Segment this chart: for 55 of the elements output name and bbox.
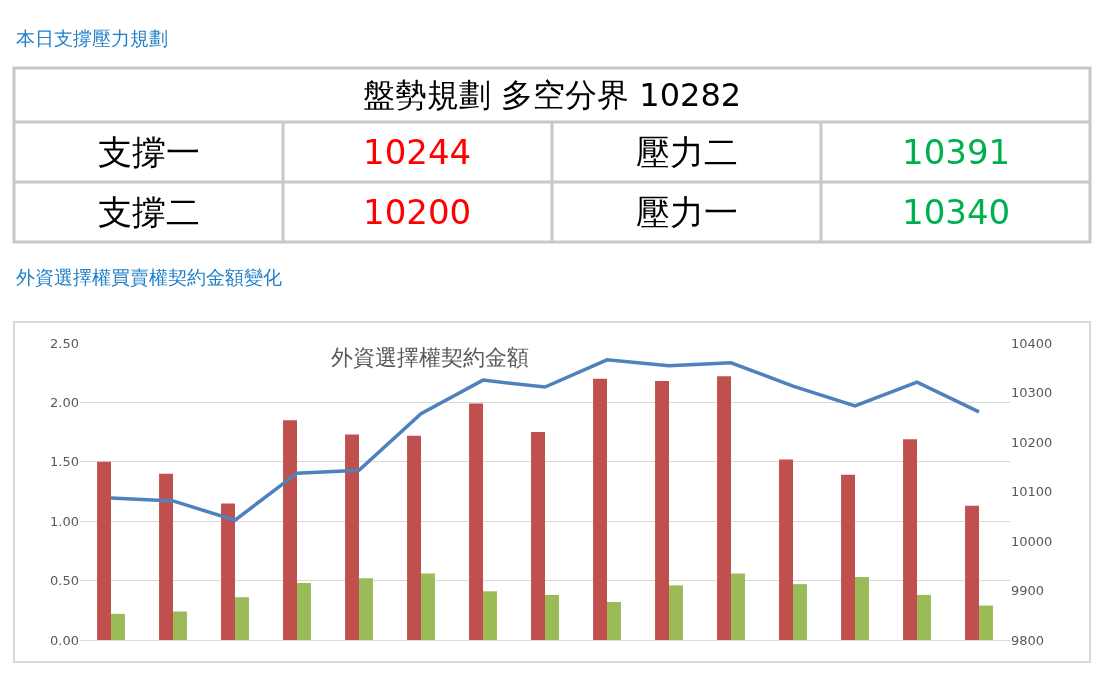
bar	[111, 613, 125, 640]
bar	[173, 611, 187, 640]
bar	[159, 473, 173, 640]
y2-tick-label: 10300	[1011, 385, 1053, 401]
y-tick-label: 0.50	[50, 573, 79, 589]
bar	[717, 376, 731, 640]
bar	[979, 605, 993, 640]
bar	[483, 591, 497, 640]
bar	[97, 461, 111, 640]
text: 10391	[902, 132, 1011, 172]
bar	[235, 597, 249, 640]
bar	[903, 439, 917, 640]
chart-title: 外資選擇權買賣權契約金額變化	[16, 266, 282, 288]
bar	[779, 459, 793, 640]
bar	[407, 435, 421, 640]
bar	[531, 432, 545, 640]
y-tick-label: 2.00	[50, 394, 79, 410]
bar	[669, 585, 683, 640]
y2-tick-label: 10100	[1011, 484, 1053, 500]
bar	[965, 505, 979, 640]
y-tick-label: 1.50	[50, 454, 79, 470]
text: 本日支撐壓力規劃	[16, 27, 168, 49]
bar	[841, 474, 855, 640]
text: 10244	[363, 132, 472, 172]
text: 壓力一	[636, 192, 738, 232]
bar	[793, 584, 807, 640]
bar	[731, 573, 745, 640]
bar	[421, 573, 435, 640]
bar	[221, 503, 235, 640]
text: 支撐一	[98, 132, 200, 172]
y2-tick-label: 10200	[1011, 434, 1053, 450]
text: 支撐二	[98, 192, 200, 232]
bar	[655, 381, 669, 640]
text: 10340	[902, 192, 1011, 232]
bar	[545, 594, 559, 640]
bar	[855, 577, 869, 640]
bar	[593, 378, 607, 640]
bar	[345, 434, 359, 640]
bar	[469, 403, 483, 640]
y2-tick-label: 10000	[1011, 533, 1053, 549]
y-tick-label: 1.00	[50, 513, 79, 529]
y2-tick-label: 9800	[1011, 632, 1045, 648]
y2-tick-label: 10400	[1011, 335, 1053, 351]
bar	[297, 582, 311, 640]
text: 壓力二	[636, 132, 738, 172]
text: 盤勢規劃 多空分界 10282	[363, 76, 742, 114]
text: 10200	[363, 192, 472, 232]
bar	[359, 578, 373, 640]
y-tick-label: 0.00	[50, 632, 79, 648]
bar	[283, 420, 297, 640]
bar	[917, 594, 931, 640]
y-tick-label: 2.50	[50, 335, 79, 351]
bar	[607, 601, 621, 640]
chart-subtitle: 外資選擇權契約金額	[331, 345, 529, 370]
y2-tick-label: 9900	[1011, 583, 1045, 599]
